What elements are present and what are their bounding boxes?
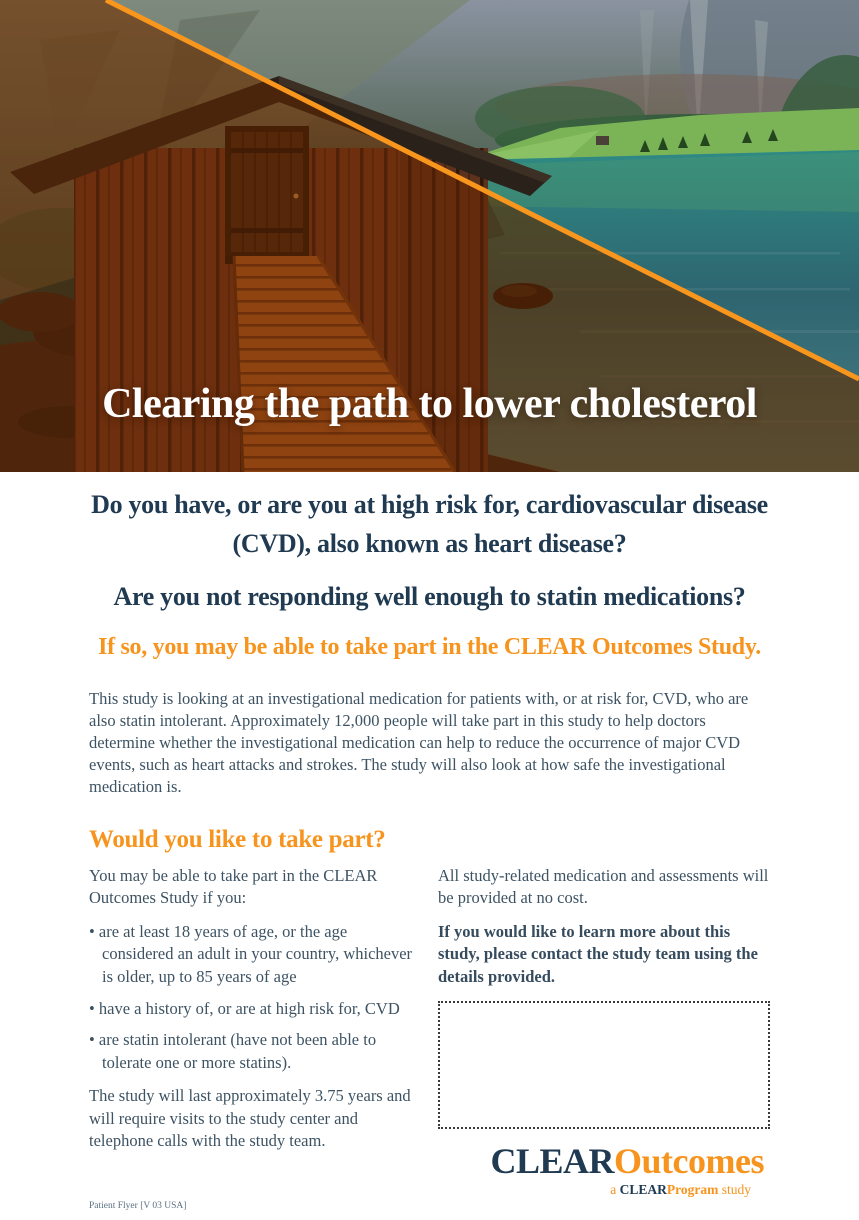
two-column-area: You may be able to take part in the CLEA…: [89, 865, 770, 1165]
criterion-cvd-history: have a history of, or are at high risk f…: [89, 998, 422, 1021]
version-label: Patient Flyer [V 03 USA]: [89, 1201, 187, 1211]
question-statin: Are you not responding well enough to st…: [113, 582, 746, 611]
criterion-age: are at least 18 years of age, or the age…: [89, 921, 422, 989]
logo-outcomes: Outcomes: [614, 1141, 764, 1181]
tagline-clear: CLEAR: [619, 1182, 667, 1197]
study-duration: The study will last approximately 3.75 y…: [89, 1086, 411, 1151]
cost-note: All study-related medication and assessm…: [438, 865, 769, 908]
tagline-study: study: [718, 1182, 751, 1197]
question-cvd: Do you have, or are you at high risk for…: [91, 490, 768, 558]
clear-outcomes-logo: CLEAROutcomes a CLEARProgram study: [491, 1143, 765, 1197]
take-part-heading: Would you like to take part?: [89, 825, 386, 853]
study-description: This study is looking at an investigatio…: [89, 689, 749, 797]
logo-wordmark: CLEAROutcomes: [491, 1143, 765, 1179]
contact-details-box: [438, 1000, 770, 1129]
eligibility-criteria-list: are at least 18 years of age, or the age…: [89, 921, 422, 1075]
hero-banner: Clearing the path to lower cholesterol: [0, 0, 859, 472]
eligibility-callout: If so, you may be able to take part in t…: [98, 634, 761, 660]
criterion-statin-intolerant: are statin intolerant (have not been abl…: [89, 1029, 422, 1074]
contact-instruction: If you would like to learn more about th…: [438, 921, 758, 986]
hero-photo: [0, 0, 859, 472]
tagline-a: a: [610, 1182, 620, 1197]
contact-column: All study-related medication and assessm…: [438, 865, 770, 1165]
tagline-program: Program: [666, 1182, 719, 1197]
eligibility-column: You may be able to take part in the CLEA…: [89, 865, 422, 1165]
hero-headline: Clearing the path to lower cholesterol: [102, 381, 757, 427]
flyer-body: Do you have, or are you at high risk for…: [0, 485, 859, 1164]
logo-clear: CLEAR: [490, 1141, 615, 1181]
logo-tagline: a CLEARProgram study: [491, 1183, 765, 1197]
eligibility-intro: You may be able to take part in the CLEA…: [89, 865, 378, 908]
